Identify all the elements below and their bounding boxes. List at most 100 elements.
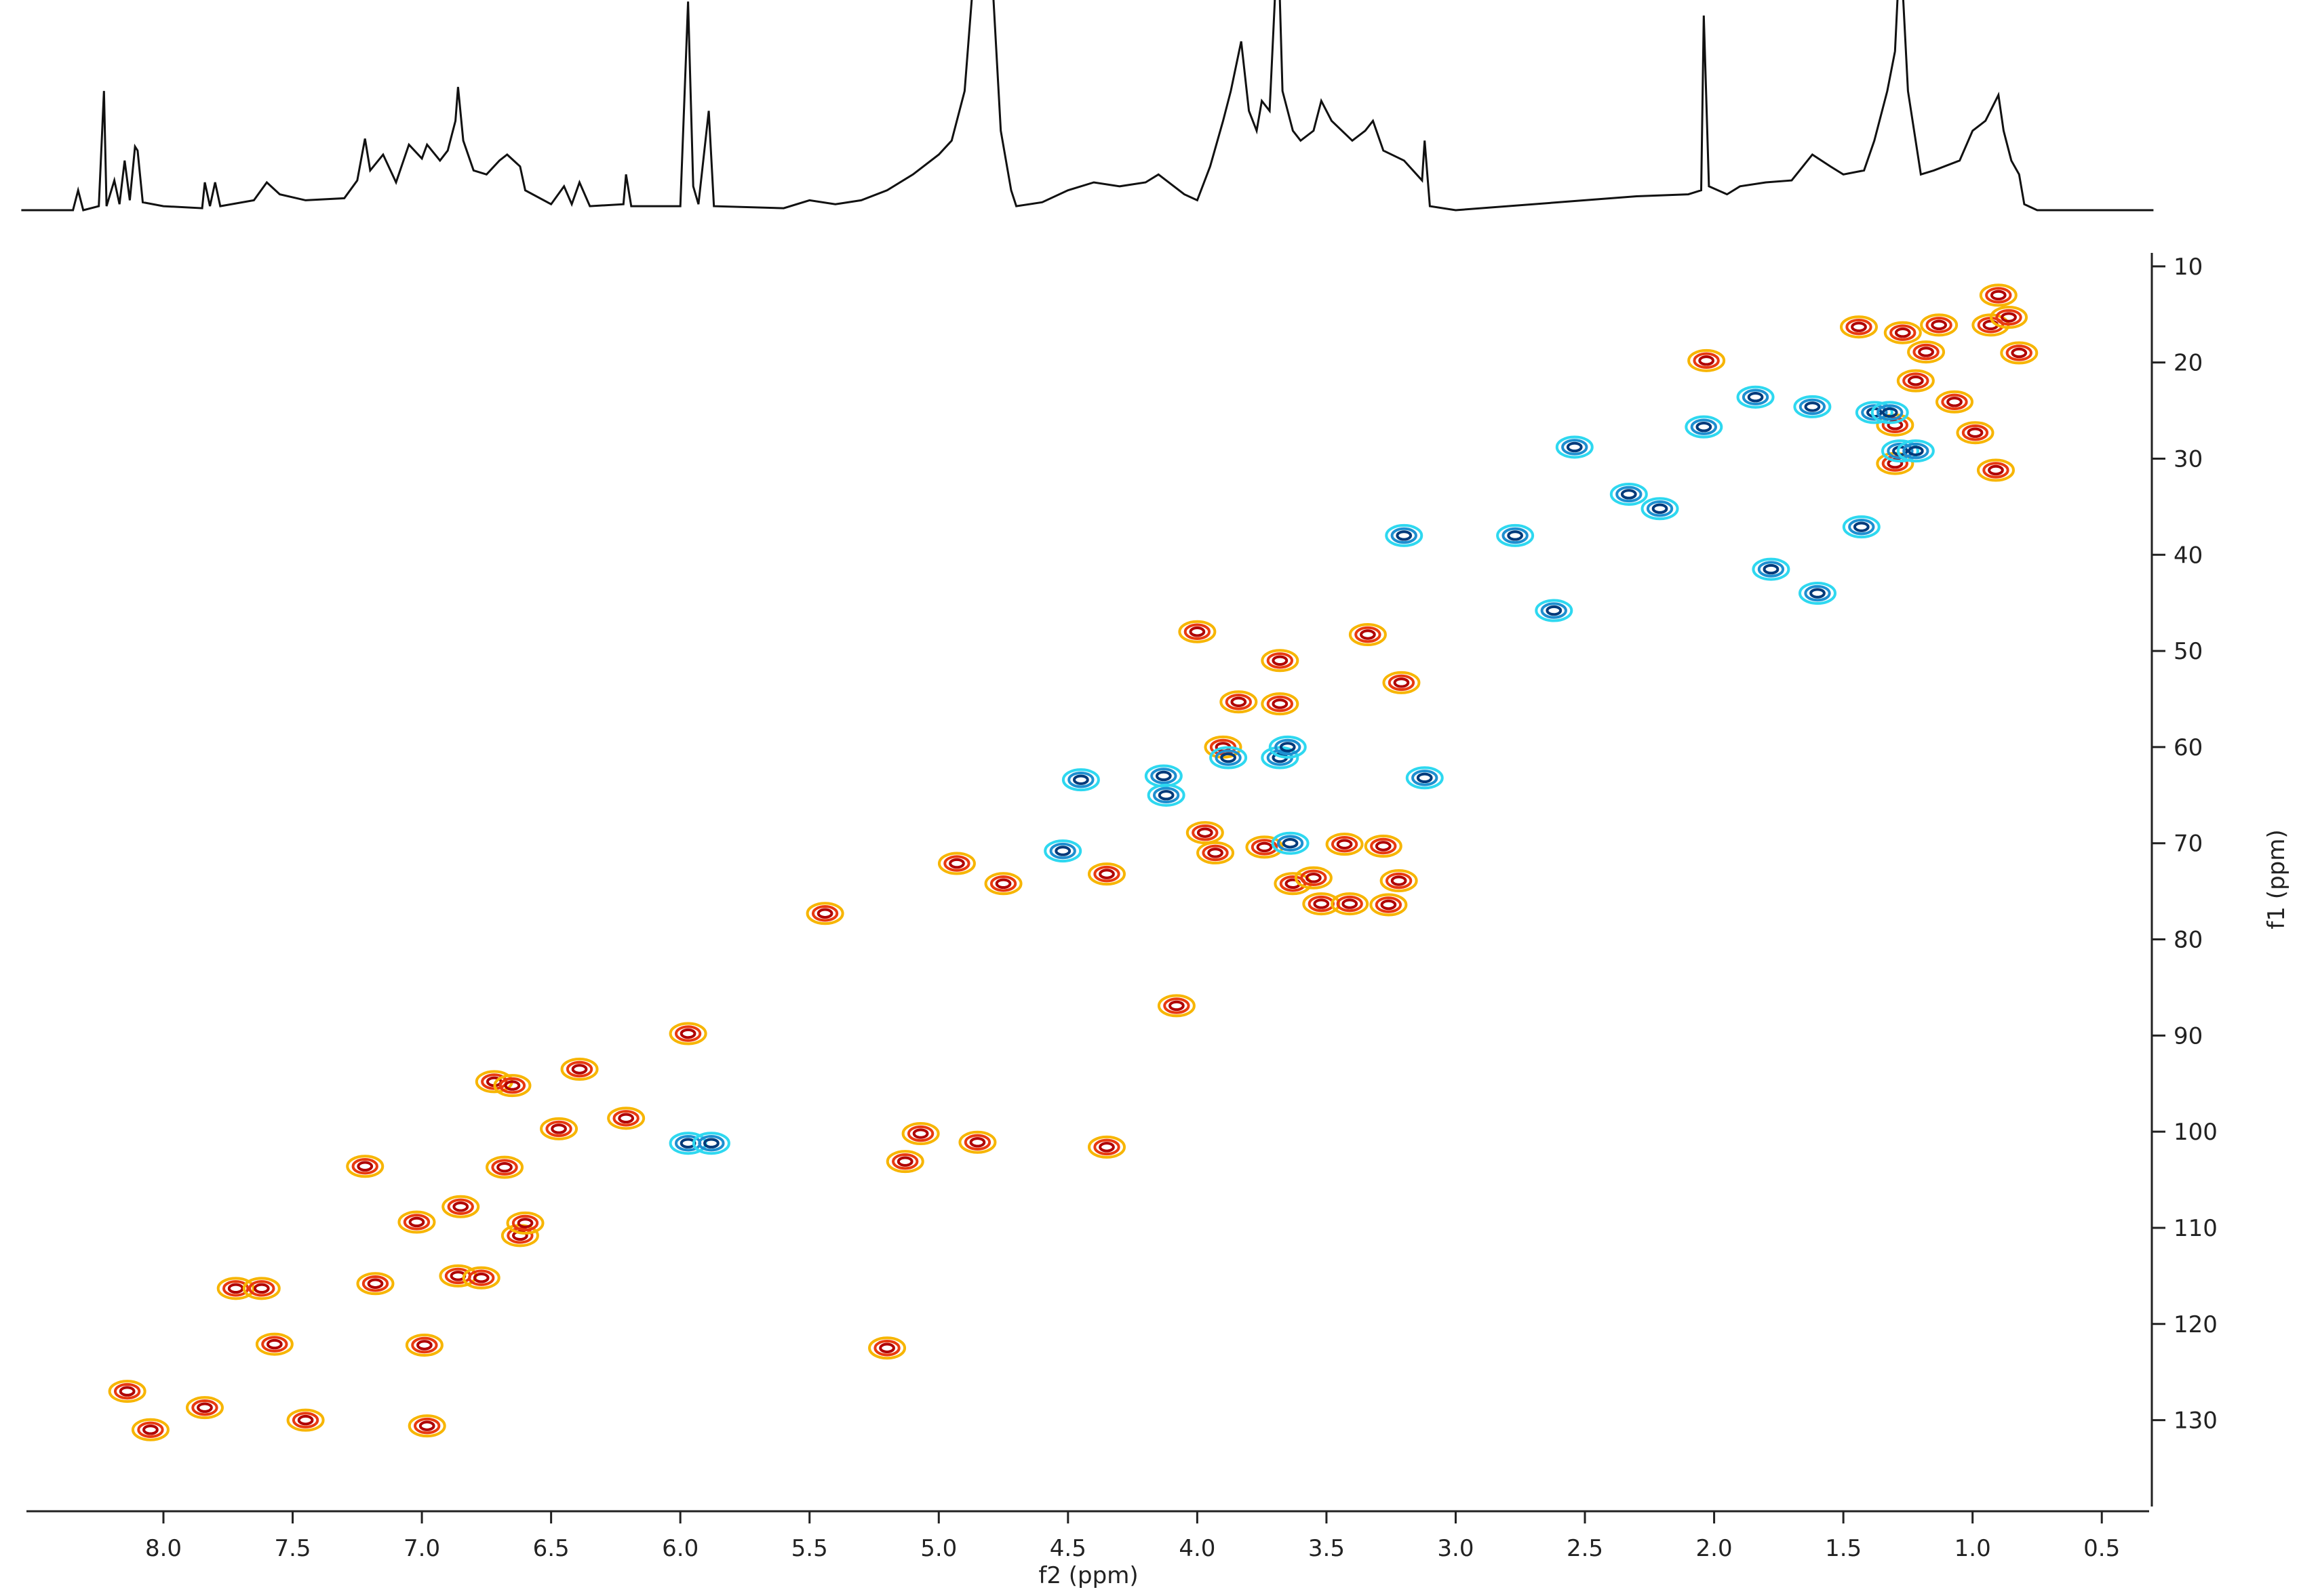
contour <box>1695 421 1712 433</box>
cross-peak <box>1496 523 1535 547</box>
x-tick-label: 5.5 <box>791 1535 828 1562</box>
cross-peak <box>1144 764 1183 788</box>
contour <box>551 1123 567 1134</box>
contour <box>1979 283 2018 307</box>
cross-peak <box>1896 439 1935 463</box>
contour <box>1896 439 1935 463</box>
contour <box>397 1210 436 1234</box>
contour <box>969 1137 986 1148</box>
cross-peak <box>185 1396 224 1420</box>
contour <box>1935 390 1973 414</box>
x-tick-label: 8.0 <box>145 1535 182 1562</box>
contour <box>119 1386 136 1397</box>
contour <box>185 1396 224 1420</box>
cross-peak <box>405 1334 444 1357</box>
contour <box>1370 837 1397 855</box>
contour <box>1313 898 1330 909</box>
cross-peak <box>242 1277 281 1300</box>
contour <box>1793 395 1832 418</box>
contour <box>1360 629 1376 640</box>
contour <box>1044 839 1082 863</box>
contour <box>1369 893 1408 917</box>
contour <box>1274 738 1301 756</box>
contour <box>1687 348 1726 372</box>
y-tick-label: 120 <box>2174 1311 2218 1338</box>
contour <box>113 1382 141 1400</box>
contour <box>703 1138 720 1149</box>
contour <box>1185 821 1224 845</box>
contour <box>1390 527 1417 544</box>
cross-peak <box>408 1414 446 1438</box>
contour <box>1907 340 1946 364</box>
cross-peak <box>1385 523 1423 547</box>
contour <box>1157 994 1196 1018</box>
cross-peak <box>1896 369 1935 393</box>
contour <box>248 1280 275 1297</box>
contour <box>1894 327 1911 338</box>
contour <box>1561 439 1588 456</box>
contour <box>1325 833 1364 856</box>
x-tick-label: 3.0 <box>1437 1535 1474 1562</box>
contour <box>1870 401 1909 424</box>
cross-peak <box>692 1132 730 1155</box>
contour <box>1555 435 1594 459</box>
y-tick-label: 100 <box>2174 1119 2218 1146</box>
cross-peak <box>1044 839 1082 863</box>
contour <box>1990 306 2028 330</box>
cross-peak <box>958 1130 997 1154</box>
contour <box>1196 827 1213 838</box>
contour <box>1331 892 1369 916</box>
contour <box>1305 873 1322 883</box>
contour <box>1220 752 1236 763</box>
contour <box>1839 315 1878 339</box>
y-tick-label: 50 <box>2174 638 2203 665</box>
contour <box>1946 397 1963 407</box>
contour <box>1995 308 2022 326</box>
contour <box>1087 862 1126 886</box>
contour <box>1158 790 1175 801</box>
contour <box>1907 445 1924 456</box>
contour <box>1747 392 1764 403</box>
cross-peak <box>1976 458 2015 482</box>
cross-peak <box>1799 582 1837 605</box>
contour <box>958 1130 997 1154</box>
contour <box>197 1402 213 1413</box>
contour <box>1093 865 1120 883</box>
contour <box>1266 652 1294 669</box>
cross-peak <box>108 1380 146 1403</box>
contour <box>1411 770 1438 786</box>
contour <box>1690 418 1718 435</box>
contour <box>1985 287 2012 304</box>
cross-peak <box>1261 649 1299 673</box>
contour <box>1099 869 1115 879</box>
contour <box>498 1077 526 1094</box>
cross-peak <box>486 1155 524 1179</box>
contour <box>901 1122 940 1146</box>
contour <box>1757 561 1785 578</box>
contour <box>1163 997 1190 1014</box>
contour <box>1196 841 1235 864</box>
cross-peak <box>1185 821 1224 845</box>
contour <box>1385 872 1413 890</box>
contour <box>1261 649 1299 673</box>
x-tick-label: 6.5 <box>533 1535 570 1562</box>
contour <box>108 1380 146 1403</box>
contour <box>886 1150 924 1174</box>
cross-peak <box>356 1272 395 1296</box>
cross-peak <box>1294 866 1333 890</box>
contour <box>1804 584 1831 602</box>
contour <box>403 1214 431 1231</box>
contour <box>560 1058 599 1081</box>
contour <box>1219 690 1258 714</box>
contour <box>1204 735 1242 759</box>
contour <box>504 1080 521 1091</box>
contour <box>571 1064 588 1075</box>
contour <box>1183 623 1211 640</box>
contour <box>1336 839 1353 850</box>
cross-peak <box>540 1117 578 1140</box>
contour <box>222 1280 250 1297</box>
contour <box>496 1161 513 1173</box>
contour <box>1261 692 1299 716</box>
contour <box>131 1418 170 1441</box>
contour <box>1331 835 1358 853</box>
